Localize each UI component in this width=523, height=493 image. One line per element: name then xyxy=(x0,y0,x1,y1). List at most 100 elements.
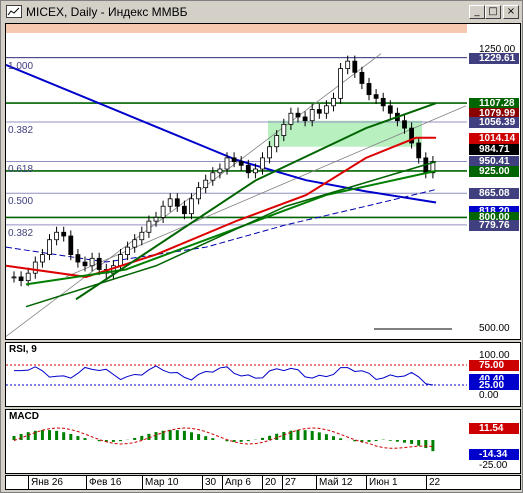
macd-signal-line xyxy=(13,427,433,449)
macd-histogram-bar xyxy=(62,432,66,440)
fib-level-label: 1.000 xyxy=(8,61,34,72)
macd-histogram-bar xyxy=(303,430,307,440)
price-level-tag: 818.20 xyxy=(469,205,519,217)
candle-body xyxy=(139,231,145,241)
candle-body xyxy=(40,254,45,263)
fib-level-label: 0.382 xyxy=(8,125,34,136)
macd-histogram-bar xyxy=(403,440,406,443)
candle-body xyxy=(160,205,166,218)
title-bar[interactable]: MICEX, Daily - Индекс ММВБ _ □ × xyxy=(3,3,520,21)
candle-body xyxy=(125,246,130,256)
chart-icon xyxy=(6,5,22,18)
candle-body xyxy=(252,168,258,174)
rsi-panel[interactable]: RSI, 9 xyxy=(5,342,468,407)
candle-body xyxy=(245,164,251,174)
macd-histogram-bar xyxy=(282,431,286,440)
candle-body xyxy=(224,157,230,170)
candle-body xyxy=(18,276,24,282)
candle-body xyxy=(416,142,422,159)
time-axis[interactable]: Янв 26 Фев 16 Мар 10 30 Апр 6 20 27 Май 12 Июн 1… xyxy=(5,475,521,490)
macd-panel[interactable]: MACD xyxy=(5,409,468,474)
candle-body xyxy=(217,168,223,174)
macd-histogram-bar xyxy=(410,440,414,444)
candle-body xyxy=(75,254,81,263)
macd-histogram-bar xyxy=(225,440,229,442)
macd-histogram-bar xyxy=(19,433,23,440)
macd-histogram-bar xyxy=(168,430,172,440)
macd-histogram-bar xyxy=(97,440,101,442)
time-axis-label: 30 xyxy=(205,477,217,488)
time-axis-tick xyxy=(142,476,143,489)
minimize-button[interactable]: _ xyxy=(469,5,485,19)
macd-histogram-bar xyxy=(332,436,335,440)
macd-histogram-bar xyxy=(289,430,293,440)
candle-body xyxy=(174,198,180,207)
macd-histogram-bar xyxy=(119,440,122,442)
price-level-tag: 1056.39 xyxy=(469,117,519,129)
rsi-label: RSI, 9 xyxy=(9,344,37,355)
time-axis-label: Янв 26 xyxy=(31,477,63,488)
macd-axis[interactable]: 11.54 -14.34 -25.00 xyxy=(467,409,521,474)
macd-histogram-bar xyxy=(48,430,51,440)
macd-histogram-bar xyxy=(424,440,428,449)
price-axis-label: 1250.00 xyxy=(479,44,516,55)
rsi-level-tag: 100.00 xyxy=(469,350,519,361)
macd-histogram-bar xyxy=(275,433,279,440)
candle-body xyxy=(96,257,102,270)
candle-body xyxy=(302,116,308,122)
candle-body xyxy=(295,112,301,118)
price-level-tag: 1014.14 xyxy=(469,132,519,144)
candle-body xyxy=(196,187,202,200)
fib-zone xyxy=(268,120,422,147)
macd-histogram-bar xyxy=(353,440,357,442)
macd-level-tag: -25.00 xyxy=(469,460,519,471)
macd-histogram-bar xyxy=(33,430,37,440)
macd-histogram-bar xyxy=(197,434,201,440)
price-chart[interactable]: 1.000 0.382 0.618 0.500 0.382 xyxy=(5,23,468,340)
macd-histogram-bar xyxy=(69,433,73,440)
time-axis-label: 27 xyxy=(285,477,297,488)
uptrend-line xyxy=(75,102,437,301)
candle-body xyxy=(167,198,173,207)
macd-histogram-bar xyxy=(104,440,108,442)
macd-histogram-bar xyxy=(26,432,30,440)
candle-body xyxy=(210,172,216,181)
candle-body xyxy=(68,235,74,256)
price-axis[interactable]: 1250.00 500.00 1229.61 1107.28 1079.99 1056.3… xyxy=(467,23,521,340)
rsi-level-tag: 25.00 xyxy=(469,380,519,391)
macd-histogram-bar xyxy=(133,437,137,440)
candle-body xyxy=(146,220,152,233)
time-axis-tick xyxy=(262,476,263,489)
macd-histogram-bar xyxy=(161,430,165,440)
candle-body xyxy=(181,205,187,215)
macd-histogram-bar xyxy=(182,430,186,440)
candle-body xyxy=(352,60,358,73)
time-axis-label: Май 12 xyxy=(319,477,353,488)
candle-body xyxy=(366,83,372,96)
macd-histogram-bar xyxy=(83,438,87,440)
candle-body xyxy=(189,198,194,215)
macd-histogram-bar xyxy=(190,432,193,440)
candle-body xyxy=(274,135,280,148)
macd-histogram-bar xyxy=(360,440,364,442)
macd-histogram-bar xyxy=(324,434,328,440)
price-axis-label: 500.00 xyxy=(479,323,510,334)
macd-histogram-bar xyxy=(76,436,80,440)
rsi-level-tag: 0.00 xyxy=(469,390,519,401)
dashed-ma-line xyxy=(6,189,437,263)
channel-line xyxy=(6,53,382,337)
macd-histogram-bar xyxy=(12,436,16,440)
maximize-button[interactable]: □ xyxy=(485,5,501,19)
close-button[interactable]: × xyxy=(503,5,519,19)
price-level-tag: 984.71 xyxy=(469,143,519,155)
price-level-tag: 779.76 xyxy=(469,219,519,231)
candle-body xyxy=(359,71,365,84)
macd-histogram-bar xyxy=(395,440,399,442)
rsi-level-tag: 75.00 xyxy=(469,360,519,371)
candle-body xyxy=(338,68,344,99)
macd-histogram-bar xyxy=(367,440,371,442)
candle-body xyxy=(409,127,415,144)
channel-line xyxy=(65,105,467,278)
